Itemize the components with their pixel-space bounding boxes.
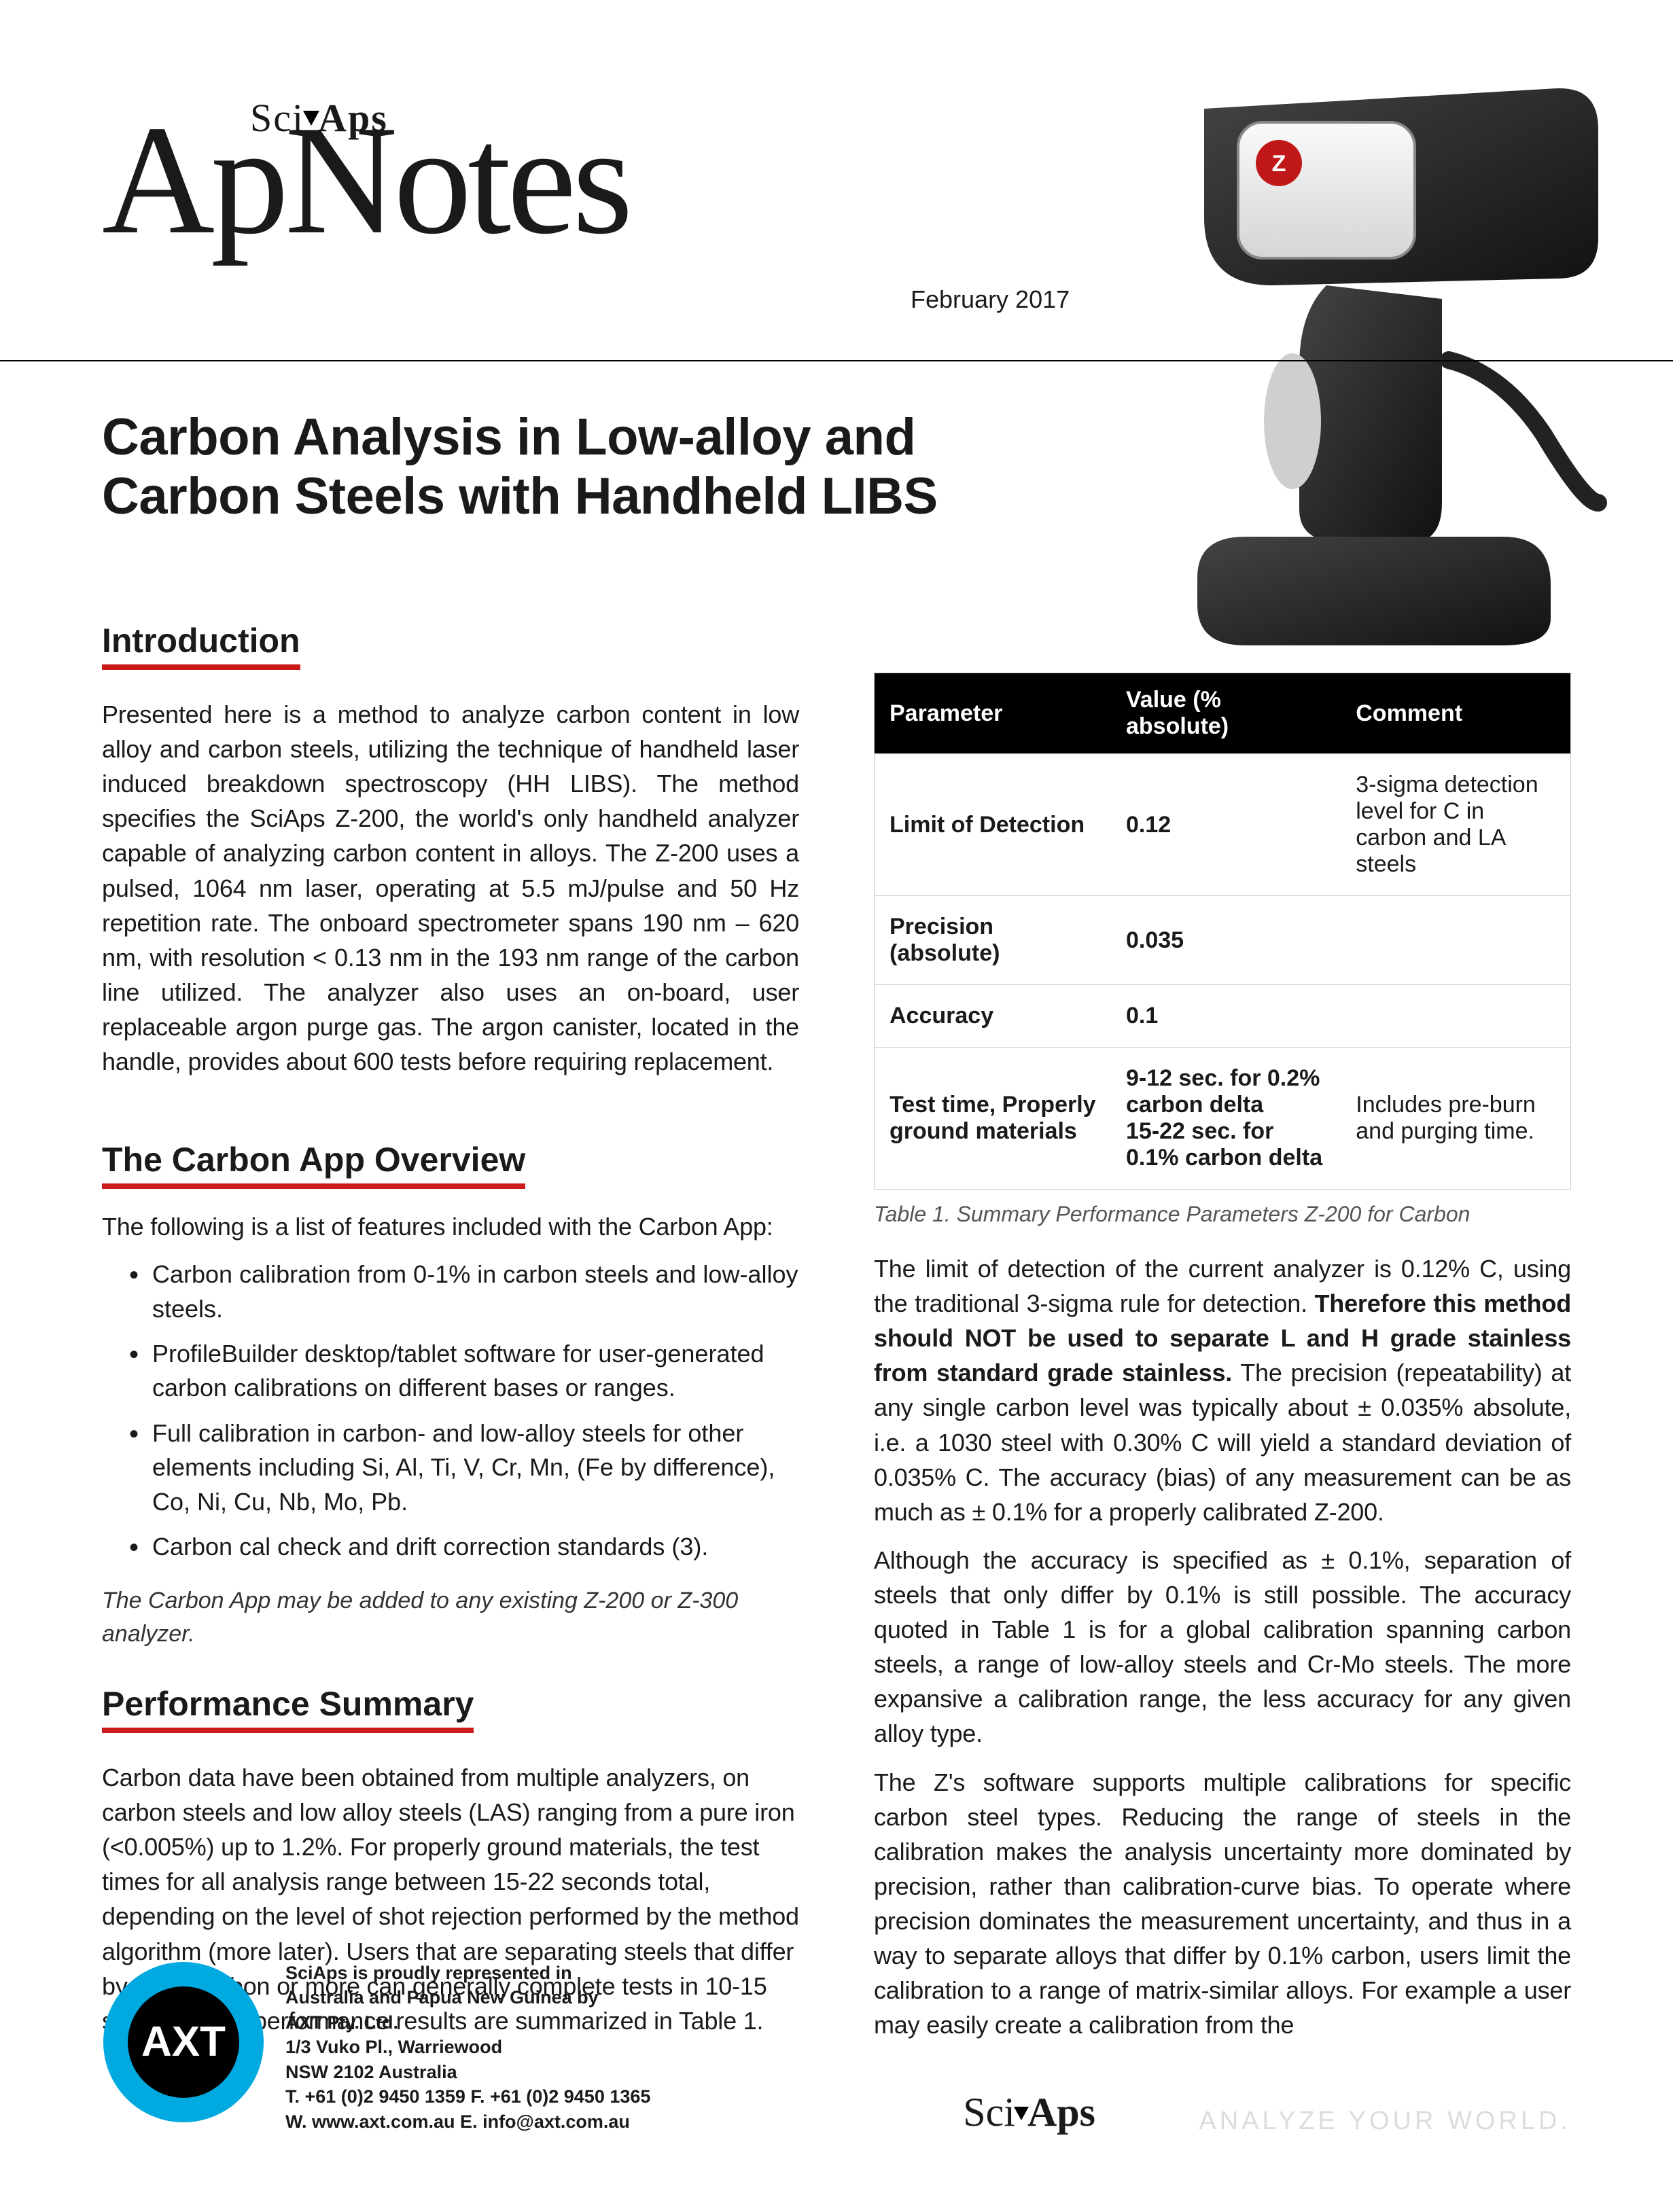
table-header-parameter: Parameter [875,673,1112,754]
brand-wordmark-footer: Sci Aps [963,2089,1095,2136]
table-caption: Table 1. Summary Performance Parameters … [874,1202,1571,1227]
distributor-text: SciAps is proudly represented in Austral… [285,1961,650,2134]
table-row: Precision (absolute) 0.035 [875,896,1571,985]
cell-comment: Includes pre-burn and purging time. [1341,1048,1570,1190]
table-row: Accuracy 0.1 [875,985,1571,1048]
axt-line: Australia and Papua New Guinea by [285,1985,650,2010]
cell-param: Accuracy [875,985,1112,1048]
brand-suffix: Aps [1027,2090,1095,2135]
table-header-comment: Comment [1341,673,1570,754]
table-header-value: Value (% absolute) [1111,673,1341,754]
cell-value: 0.12 [1111,754,1341,896]
axt-line: AXT Pty. Ltd. [285,2010,650,2035]
axt-line: SciAps is proudly represented in [285,1961,650,1985]
distributor-block: AXT SciAps is proudly represented in Aus… [102,1961,650,2134]
cell-value: 0.035 [1111,896,1341,985]
feature-item: ProfileBuilder desktop/tablet software f… [129,1337,799,1406]
horizontal-rule [0,360,1673,361]
section-heading-overview: The Carbon App Overview [102,1140,525,1189]
right-para-2: Although the accuracy is specified as ± … [874,1543,1571,1751]
cell-value: 0.1 [1111,985,1341,1048]
table-row: Test time, Properly ground materials 9-1… [875,1048,1571,1190]
cell-param: Limit of Detection [875,754,1112,896]
axt-line: NSW 2102 Australia [285,2060,650,2084]
feature-item: Carbon cal check and drift correction st… [129,1530,799,1564]
issue-date: February 2017 [911,285,1070,314]
cell-param: Test time, Properly ground materials [875,1048,1112,1190]
cell-comment [1341,896,1570,985]
axt-line: T. +61 (0)2 9450 1359 F. +61 (0)2 9450 1… [285,2084,650,2109]
overview-note: The Carbon App may be added to any exist… [102,1584,799,1650]
performance-table: Parameter Value (% absolute) Comment Lim… [874,673,1571,1190]
section-heading-performance: Performance Summary [102,1684,474,1733]
right-para-1: The limit of detection of the current an… [874,1251,1571,1529]
cell-value: 9-12 sec. for 0.2% carbon delta 15-22 se… [1111,1048,1341,1190]
table-row: Limit of Detection 0.12 3-sigma detectio… [875,754,1571,896]
intro-paragraph: Presented here is a method to analyze ca… [102,697,799,1079]
brand-triangle-icon [1014,2107,1029,2120]
overview-lead: The following is a list of features incl… [102,1209,799,1244]
svg-text:Z: Z [1272,151,1286,177]
page-title: Carbon Analysis in Low-alloy and Carbon … [102,408,1053,526]
cell-comment [1341,985,1570,1048]
axt-line: 1/3 Vuko Pl., Warriewood [285,2035,650,2059]
cell-comment: 3-sigma detection level for C in carbon … [1341,754,1570,896]
footer-tagline: ANALYZE YOUR WORLD. [1199,2107,1571,2136]
publication-logo: ApNotes [102,113,629,247]
axt-line: W. www.axt.com.au E. info@axt.com.au [285,2109,650,2134]
feature-item: Full calibration in carbon- and low-allo… [129,1416,799,1519]
axt-logo: AXT [102,1961,265,2124]
brand-prefix: Sci [963,2090,1015,2135]
feature-item: Carbon calibration from 0-1% in carbon s… [129,1257,799,1326]
svg-text:AXT: AXT [141,2018,226,2065]
section-heading-introduction: Introduction [102,621,300,670]
cell-param: Precision (absolute) [875,896,1112,985]
